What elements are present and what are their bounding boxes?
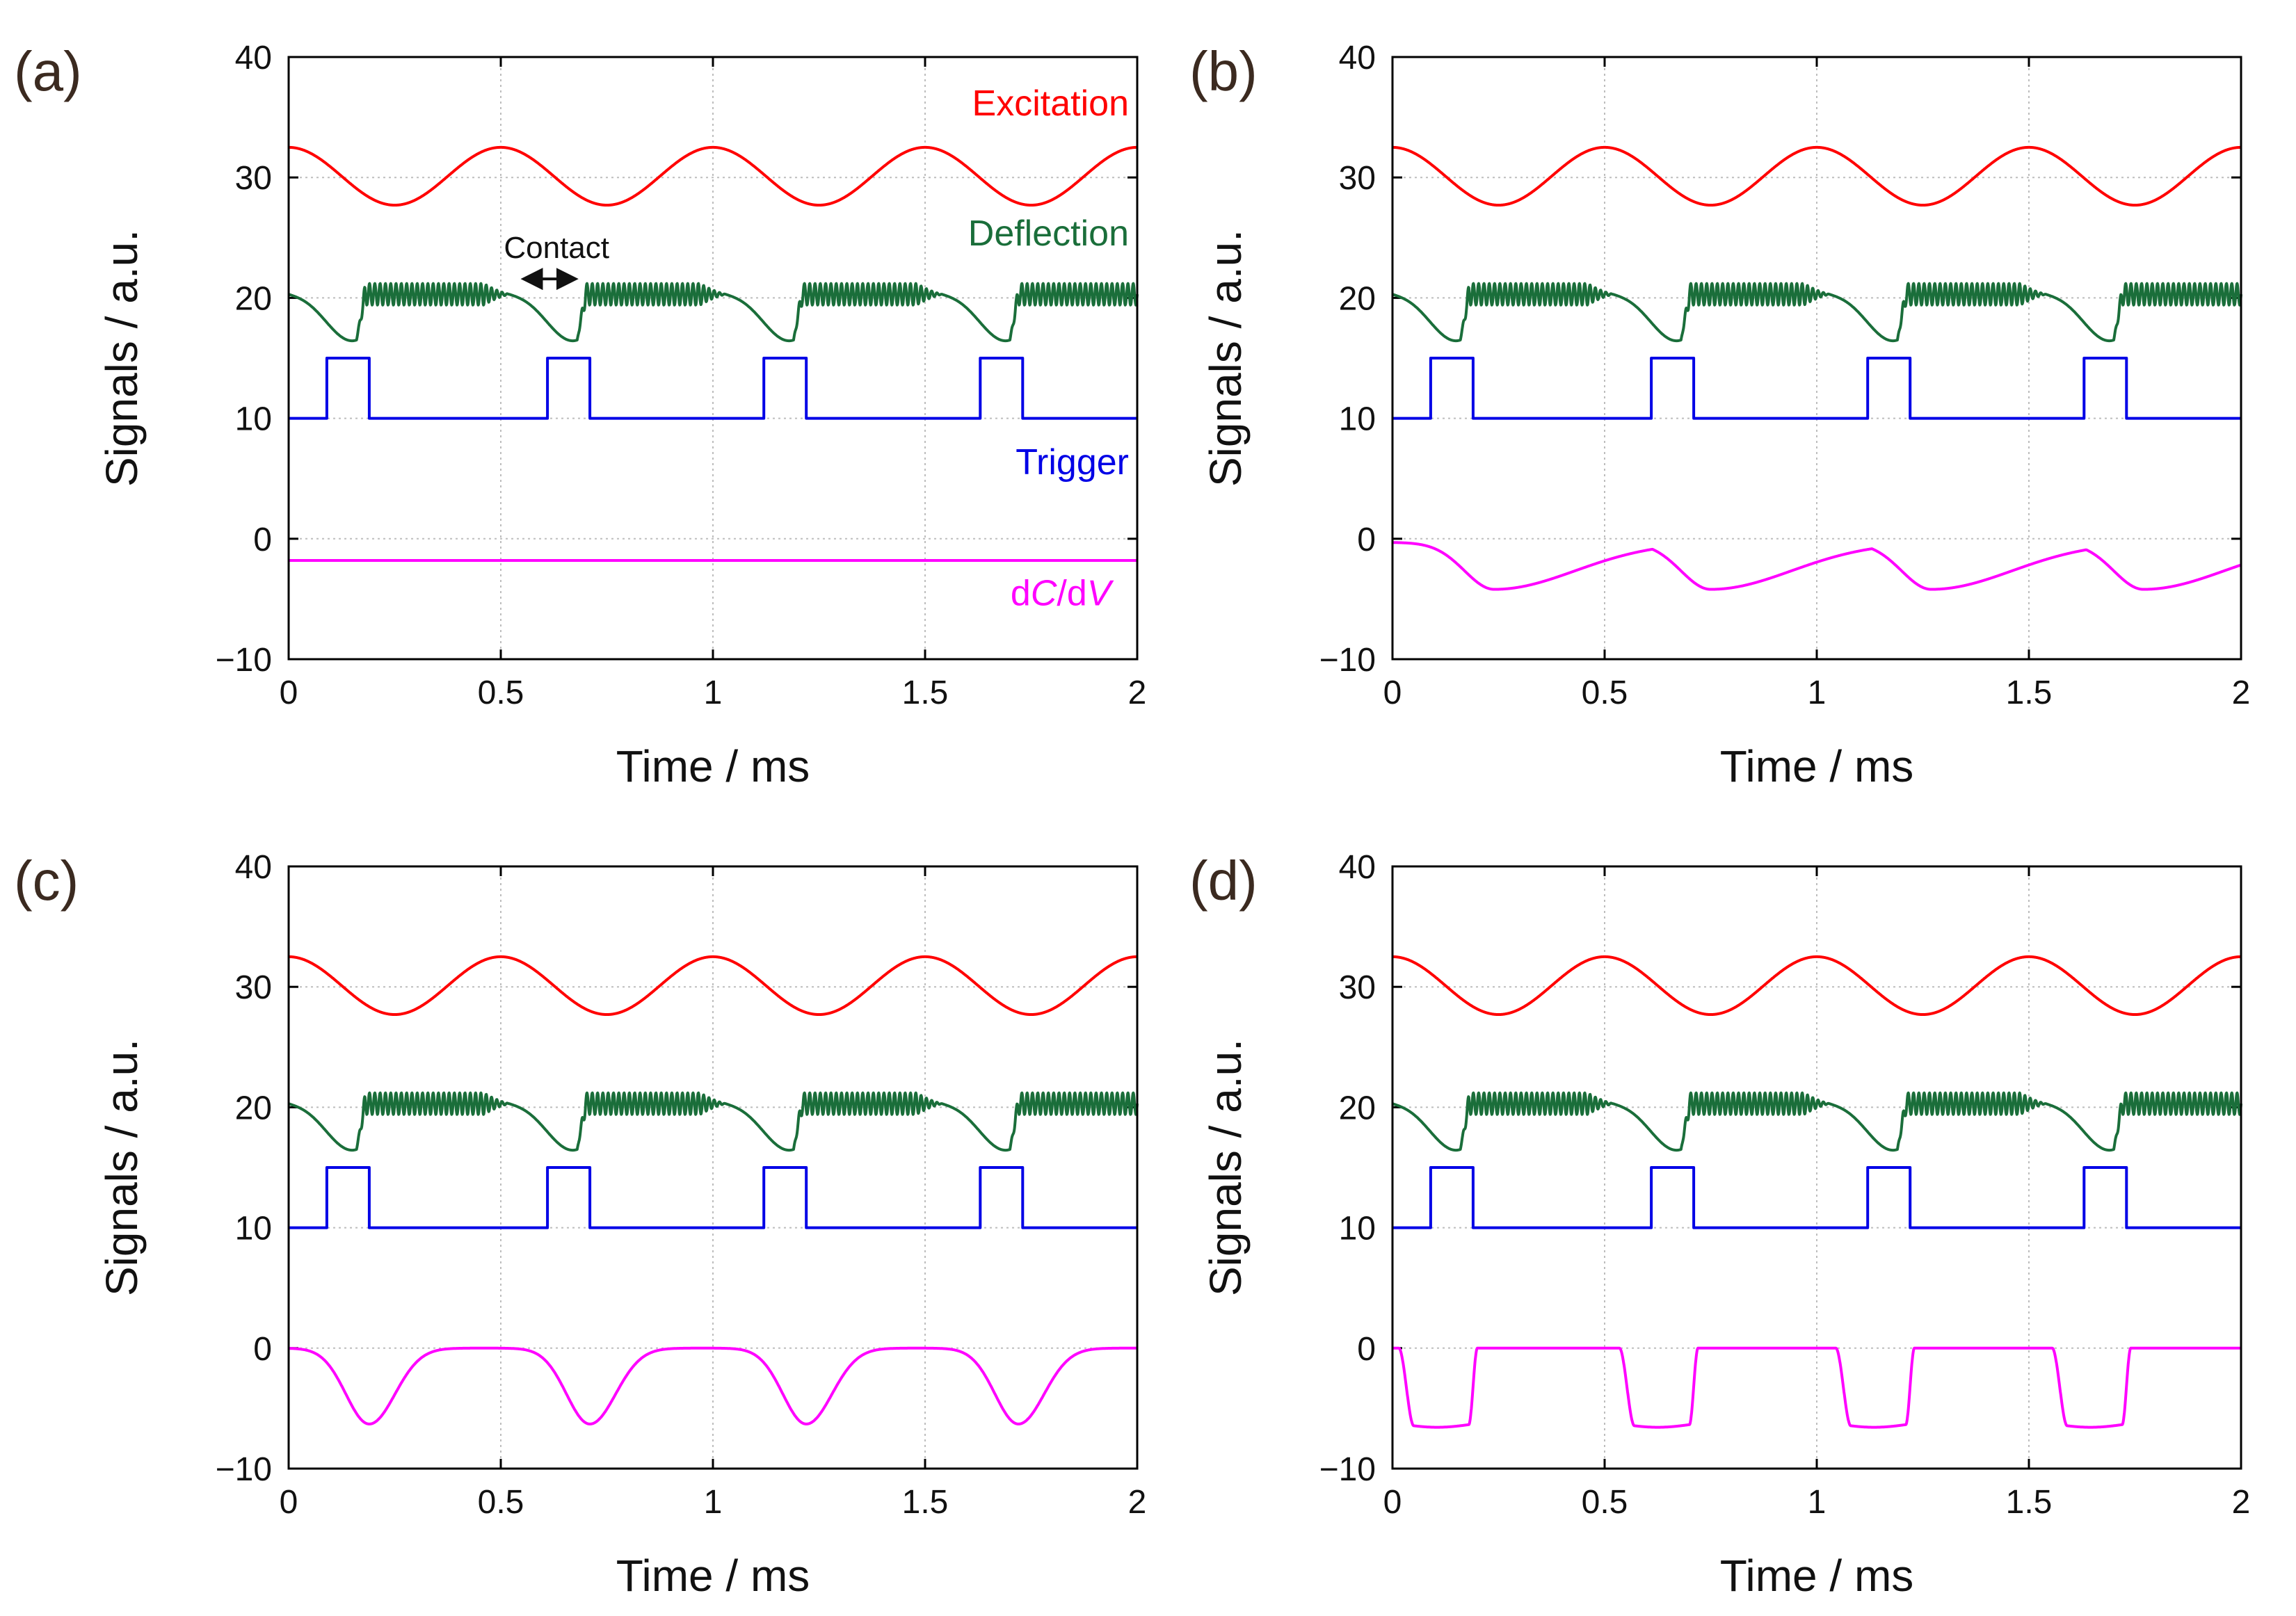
y-axis-label: Signals / a.u. (1201, 1039, 1251, 1296)
x-tick-label: 1.5 (902, 1484, 949, 1521)
x-tick-label: 1.5 (902, 674, 949, 711)
plot-frame (287, 865, 1139, 1470)
y-tick-label: 20 (1339, 280, 1376, 317)
contact-annotation-text: Contact (504, 231, 609, 265)
series-line-excitation (1391, 145, 2242, 207)
series-line-deflection (1391, 282, 2242, 343)
x-tick-label: 1 (1808, 1484, 1827, 1521)
y-tick-label: 0 (253, 1331, 272, 1368)
legend-dcdv-part: d (1011, 574, 1031, 614)
y-tick-label: 30 (1339, 160, 1376, 197)
legend-trigger: Trigger (1015, 442, 1129, 483)
y-tick-label: 10 (235, 1211, 272, 1247)
y-tick-label: 30 (1339, 969, 1376, 1006)
y-tick-label: 30 (235, 969, 272, 1006)
x-tick-label: 1 (704, 674, 723, 711)
x-axis-label: Time / ms (616, 741, 810, 791)
y-tick-label: 40 (235, 849, 272, 886)
series-line-dcdv (1391, 1346, 2242, 1429)
x-tick-label: 0.5 (1582, 674, 1628, 711)
x-axis-label: Time / ms (616, 1551, 810, 1601)
x-tick-label: 0 (280, 674, 298, 711)
panel-label: (a) (14, 40, 82, 102)
y-axis-label: Signals / a.u. (97, 229, 147, 487)
legend-excitation: Excitation (972, 83, 1129, 124)
x-tick-label: 1.5 (2006, 1484, 2053, 1521)
y-tick-label: −10 (1319, 1451, 1376, 1488)
series-line-dcdv (1391, 541, 2242, 591)
y-axis-label: Signals / a.u. (97, 1039, 147, 1296)
y-tick-label: 30 (235, 160, 272, 197)
legend-dcdv-part: C (1031, 574, 1057, 614)
series-line-deflection (1391, 1091, 2242, 1152)
x-tick-label: 2 (2232, 674, 2251, 711)
legend-dcdv: dC/dV (1011, 574, 1114, 614)
y-tick-label: 40 (1339, 849, 1376, 886)
panel-label: (c) (14, 850, 79, 912)
series-line-excitation (287, 145, 1139, 207)
y-tick-label: 0 (1357, 522, 1376, 558)
y-tick-label: 20 (235, 280, 272, 317)
y-tick-label: 0 (1357, 1331, 1376, 1368)
series-line-deflection (287, 1091, 1139, 1152)
x-tick-label: 1 (704, 1484, 723, 1521)
series-line-deflection (287, 282, 1139, 343)
y-tick-label: −10 (216, 642, 272, 679)
panel-label: (b) (1189, 40, 1258, 102)
x-tick-label: 0 (1383, 1484, 1402, 1521)
plot-frame (1391, 56, 2242, 661)
x-axis-label: Time / ms (1720, 1551, 1914, 1601)
panel-label: (d) (1189, 850, 1258, 912)
x-tick-label: 0.5 (478, 674, 524, 711)
plot-frame (287, 56, 1139, 661)
y-tick-label: 20 (235, 1090, 272, 1126)
x-tick-label: 1.5 (2006, 674, 2053, 711)
series-line-trigger (1392, 1166, 2241, 1229)
series-line-dcdv (287, 1346, 1139, 1425)
series-line-trigger (289, 357, 1137, 420)
x-tick-label: 2 (2232, 1484, 2251, 1521)
series-line-trigger (1392, 357, 2241, 420)
x-tick-label: 2 (1128, 1484, 1147, 1521)
legend-dcdv-part: /d (1057, 574, 1086, 614)
x-tick-label: 0 (1383, 674, 1402, 711)
y-tick-label: 0 (253, 522, 272, 558)
y-tick-label: 10 (235, 401, 272, 438)
y-tick-label: 10 (1339, 1211, 1376, 1247)
x-tick-label: 1 (1808, 674, 1827, 711)
y-tick-label: 20 (1339, 1090, 1376, 1126)
series-line-trigger (289, 1166, 1137, 1229)
x-tick-label: 0.5 (1582, 1484, 1628, 1521)
plot-frame (1391, 865, 2242, 1470)
y-tick-label: −10 (216, 1451, 272, 1488)
series-line-excitation (287, 955, 1139, 1016)
legend-deflection: Deflection (968, 213, 1129, 254)
x-tick-label: 2 (1128, 674, 1147, 711)
y-tick-label: 10 (1339, 401, 1376, 438)
y-tick-label: −10 (1319, 642, 1376, 679)
y-tick-label: 40 (1339, 40, 1376, 76)
y-axis-label: Signals / a.u. (1201, 229, 1251, 487)
y-tick-label: 40 (235, 40, 272, 76)
x-axis-label: Time / ms (1720, 741, 1914, 791)
x-tick-label: 0 (280, 1484, 298, 1521)
x-tick-label: 0.5 (478, 1484, 524, 1521)
series-line-excitation (1391, 955, 2242, 1016)
legend-dcdv-part: V (1087, 574, 1114, 614)
